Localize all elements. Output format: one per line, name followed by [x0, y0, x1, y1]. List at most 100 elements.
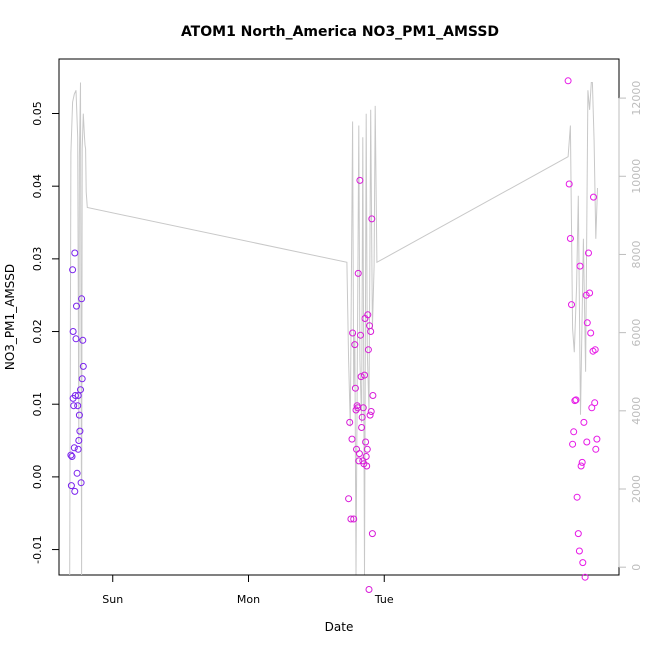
data-point	[361, 371, 368, 379]
data-point	[79, 336, 87, 344]
data-point	[357, 331, 364, 339]
data-point	[586, 289, 594, 297]
data-point	[78, 295, 86, 303]
data-point	[362, 438, 370, 446]
data-point	[368, 530, 376, 538]
data-point	[368, 215, 376, 223]
data-point	[566, 235, 574, 242]
data-point	[580, 418, 588, 426]
data-point	[356, 176, 364, 184]
data-point	[73, 302, 80, 310]
data-point	[69, 266, 77, 274]
data-point	[68, 453, 76, 460]
data-point	[576, 262, 584, 270]
data-point	[366, 411, 374, 419]
y-tick-label: 0.03	[31, 247, 44, 272]
data-points	[67, 77, 601, 593]
data-point	[349, 329, 357, 337]
data-point	[357, 373, 365, 381]
data-point	[579, 559, 587, 567]
data-point	[593, 435, 601, 443]
data-point	[71, 392, 79, 399]
data-point	[570, 428, 578, 436]
data-point	[573, 493, 581, 501]
data-point	[565, 180, 573, 188]
chart-title: ATOM1 North_America NO3_PM1_AMSSD	[181, 24, 499, 40]
x-axis-label: Date	[325, 620, 354, 634]
data-point	[73, 469, 81, 477]
data-point	[354, 269, 362, 277]
data-point	[71, 249, 79, 257]
data-point	[347, 515, 355, 523]
data-point	[574, 530, 582, 538]
data-point	[74, 445, 82, 453]
y-tick-label: 0.04	[31, 174, 44, 199]
data-point	[367, 328, 375, 335]
data-point	[358, 424, 366, 431]
y2-tick-label: 10000	[630, 159, 643, 194]
data-point	[575, 547, 583, 555]
x-axis: Sun Mon Tue	[102, 574, 394, 606]
data-point	[70, 402, 78, 410]
x-tick-label: Mon	[237, 593, 260, 606]
data-point	[588, 404, 596, 412]
y-tick-label: 0.02	[31, 319, 44, 344]
y2-tick-label: 12000	[630, 81, 643, 116]
data-point	[74, 392, 82, 399]
data-point	[74, 402, 82, 410]
data-point	[585, 249, 592, 257]
data-point	[587, 329, 595, 337]
data-point	[76, 427, 84, 435]
y2-tick-label: 0	[630, 564, 643, 571]
data-point	[590, 193, 597, 201]
data-point	[75, 411, 83, 419]
data-point	[577, 462, 585, 470]
data-point	[364, 346, 372, 354]
data-point	[67, 451, 75, 459]
data-point	[72, 335, 80, 343]
data-point	[572, 396, 580, 404]
data-point	[365, 586, 373, 593]
y-axis: -0.01 0.00 0.01 0.02 0.03 0.04 0.05	[31, 101, 60, 564]
x-tick-label: Sun	[102, 593, 123, 606]
data-point	[77, 386, 84, 394]
y-tick-label: 0.01	[31, 392, 44, 417]
data-point	[346, 418, 354, 426]
data-point	[358, 413, 366, 421]
y-tick-label: 0.05	[31, 101, 44, 126]
y-axis-label: NO3_PM1_AMSSD	[3, 264, 17, 370]
data-point	[355, 457, 363, 465]
data-point	[71, 487, 79, 495]
data-point	[364, 311, 372, 319]
data-point	[351, 384, 359, 392]
data-point	[571, 397, 579, 405]
data-point	[75, 437, 83, 444]
y2-tick-label: 2000	[630, 475, 643, 503]
y2-tick-label: 4000	[630, 397, 643, 425]
data-point	[352, 406, 360, 414]
data-point	[359, 404, 367, 412]
series-line	[69, 82, 598, 576]
data-point	[78, 375, 86, 383]
data-point	[355, 450, 363, 458]
data-point	[79, 362, 87, 370]
data-point	[348, 435, 356, 443]
data-point	[67, 482, 75, 490]
y-tick-label: 0.00	[31, 465, 44, 490]
data-point	[363, 462, 371, 470]
plot-frame	[58, 58, 620, 576]
data-point	[578, 458, 586, 466]
data-point	[583, 438, 591, 446]
data-point	[69, 328, 77, 335]
y2-tick-label: 8000	[630, 241, 643, 269]
data-point	[564, 77, 572, 85]
data-point	[581, 573, 589, 581]
right-axis-series	[69, 82, 598, 576]
data-point	[363, 445, 371, 453]
data-point	[591, 346, 599, 354]
x-tick-label: Tue	[374, 593, 394, 606]
data-point	[569, 440, 577, 448]
data-point	[350, 515, 358, 523]
data-point	[77, 479, 85, 487]
y2-axis: 0 2000 4000 6000 8000 10000 12000	[618, 81, 643, 571]
